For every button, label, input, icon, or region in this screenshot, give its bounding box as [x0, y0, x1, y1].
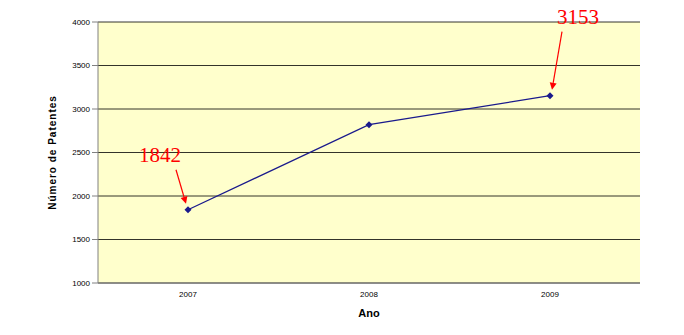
- svg-text:2000: 2000: [72, 192, 90, 201]
- svg-text:3153: 3153: [557, 8, 599, 29]
- svg-text:Ano: Ano: [358, 307, 380, 319]
- svg-text:2007: 2007: [179, 290, 197, 299]
- svg-text:3500: 3500: [72, 61, 90, 70]
- svg-text:2009: 2009: [541, 290, 559, 299]
- svg-text:Número de Patentes: Número de Patentes: [47, 95, 58, 210]
- svg-text:1842: 1842: [139, 143, 181, 167]
- svg-text:1500: 1500: [72, 235, 90, 244]
- svg-text:3000: 3000: [72, 105, 90, 114]
- svg-text:2008: 2008: [360, 290, 378, 299]
- svg-text:4000: 4000: [72, 18, 90, 27]
- svg-text:2500: 2500: [72, 148, 90, 157]
- svg-text:1000: 1000: [72, 279, 90, 288]
